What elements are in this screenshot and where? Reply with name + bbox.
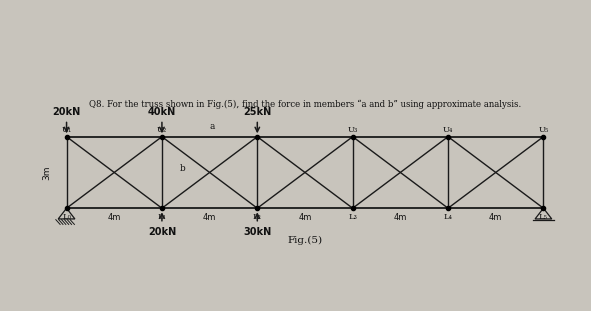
Text: L₁: L₁ bbox=[157, 212, 166, 220]
Text: 4m: 4m bbox=[298, 212, 311, 221]
Text: 20kN: 20kN bbox=[148, 227, 176, 237]
Text: U₃: U₃ bbox=[348, 126, 358, 134]
Text: 20kN: 20kN bbox=[53, 107, 81, 117]
Text: U₂: U₂ bbox=[157, 126, 167, 134]
Text: 40kN: 40kN bbox=[148, 107, 176, 117]
Text: U₄: U₄ bbox=[443, 126, 453, 134]
Text: U₁: U₁ bbox=[61, 126, 72, 134]
Text: 25kN: 25kN bbox=[243, 107, 271, 117]
Text: L₃: L₃ bbox=[348, 212, 357, 220]
Text: L₂: L₂ bbox=[253, 212, 262, 220]
Text: 4m: 4m bbox=[489, 212, 502, 221]
Text: 4m: 4m bbox=[394, 212, 407, 221]
Text: U₅: U₅ bbox=[538, 126, 548, 134]
Text: 4m: 4m bbox=[203, 212, 216, 221]
Text: 3m: 3m bbox=[42, 165, 51, 180]
Text: L₅: L₅ bbox=[539, 212, 548, 220]
Text: 30kN: 30kN bbox=[243, 227, 271, 237]
Text: L₀: L₀ bbox=[62, 212, 71, 220]
Text: Fig.(5): Fig.(5) bbox=[287, 236, 323, 245]
Text: b: b bbox=[179, 165, 185, 173]
Text: 4m: 4m bbox=[108, 212, 121, 221]
Text: a: a bbox=[209, 123, 215, 132]
Text: Q8. For the truss shown in Fig.(5), find the force in members “a and b” using ap: Q8. For the truss shown in Fig.(5), find… bbox=[89, 100, 521, 109]
Text: L₄: L₄ bbox=[443, 212, 453, 220]
